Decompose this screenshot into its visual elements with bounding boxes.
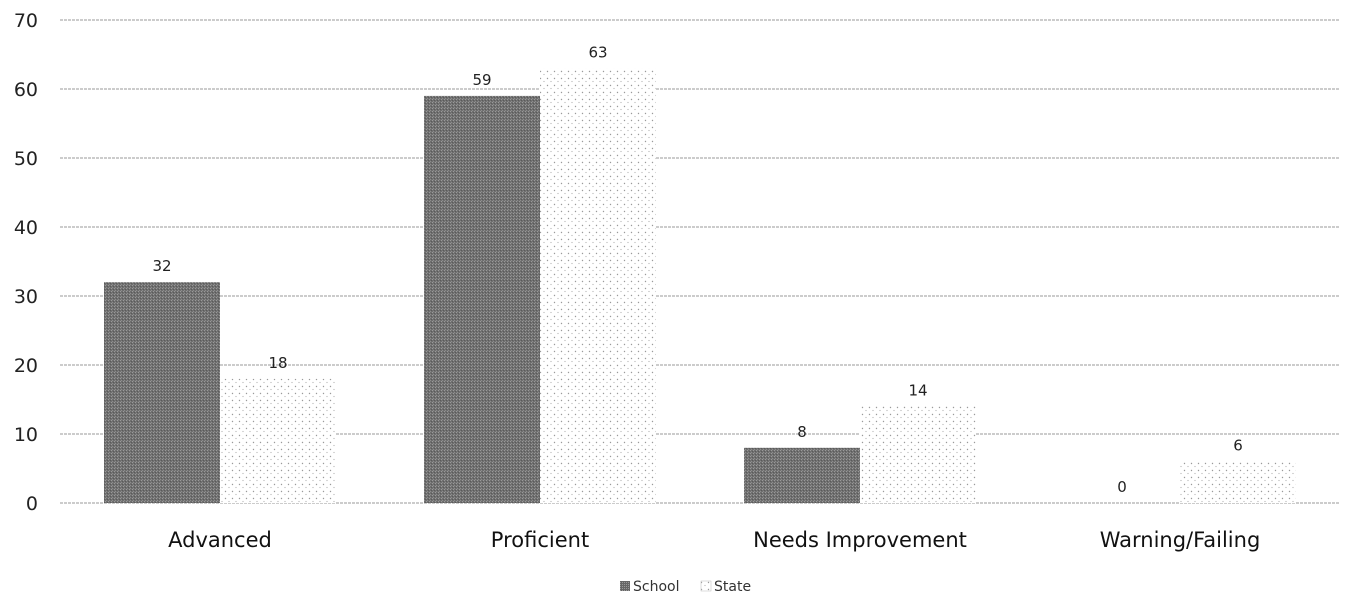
y-tick-label: 70 <box>14 10 38 32</box>
data-labels: 32 18 59 63 8 14 0 6 <box>152 43 1242 496</box>
x-axis-categories: Advanced Proficient Needs Improvement Warni… <box>168 528 1260 552</box>
legend-label-school: School <box>633 579 679 595</box>
legend-label-state: State <box>714 579 751 595</box>
data-label-state: 14 <box>908 381 927 399</box>
bar-state <box>220 378 336 503</box>
y-tick-label: 30 <box>14 286 38 308</box>
data-label-school: 59 <box>472 71 491 89</box>
x-category-label: Advanced <box>168 528 272 552</box>
y-tick-label: 50 <box>14 148 38 170</box>
data-label-school: 8 <box>797 423 807 441</box>
y-tick-label: 20 <box>14 355 38 377</box>
bar-state <box>860 406 976 503</box>
x-category-label: Warning/Failing <box>1100 528 1261 552</box>
y-tick-label: 0 <box>26 493 38 515</box>
legend-swatch-school <box>620 581 630 591</box>
bars <box>104 68 1296 504</box>
bar-school <box>104 282 220 503</box>
data-label-school: 32 <box>152 257 171 275</box>
bar-school <box>424 95 540 504</box>
data-label-state: 18 <box>268 354 287 372</box>
y-tick-label: 40 <box>14 217 38 239</box>
data-label-state: 6 <box>1233 437 1243 455</box>
y-axis-ticks: 0 10 20 30 40 50 60 70 <box>14 10 38 515</box>
y-tick-label: 10 <box>14 424 38 446</box>
x-category-label: Proficient <box>491 528 589 552</box>
x-category-label: Needs Improvement <box>753 528 967 552</box>
bar-state <box>1180 461 1296 503</box>
bar-state <box>540 68 656 504</box>
data-label-state: 63 <box>588 43 607 61</box>
legend: School State <box>620 579 751 595</box>
y-tick-label: 60 <box>14 79 38 101</box>
legend-swatch-state <box>700 580 712 592</box>
data-label-school: 0 <box>1117 478 1127 496</box>
bar-school <box>744 447 860 503</box>
